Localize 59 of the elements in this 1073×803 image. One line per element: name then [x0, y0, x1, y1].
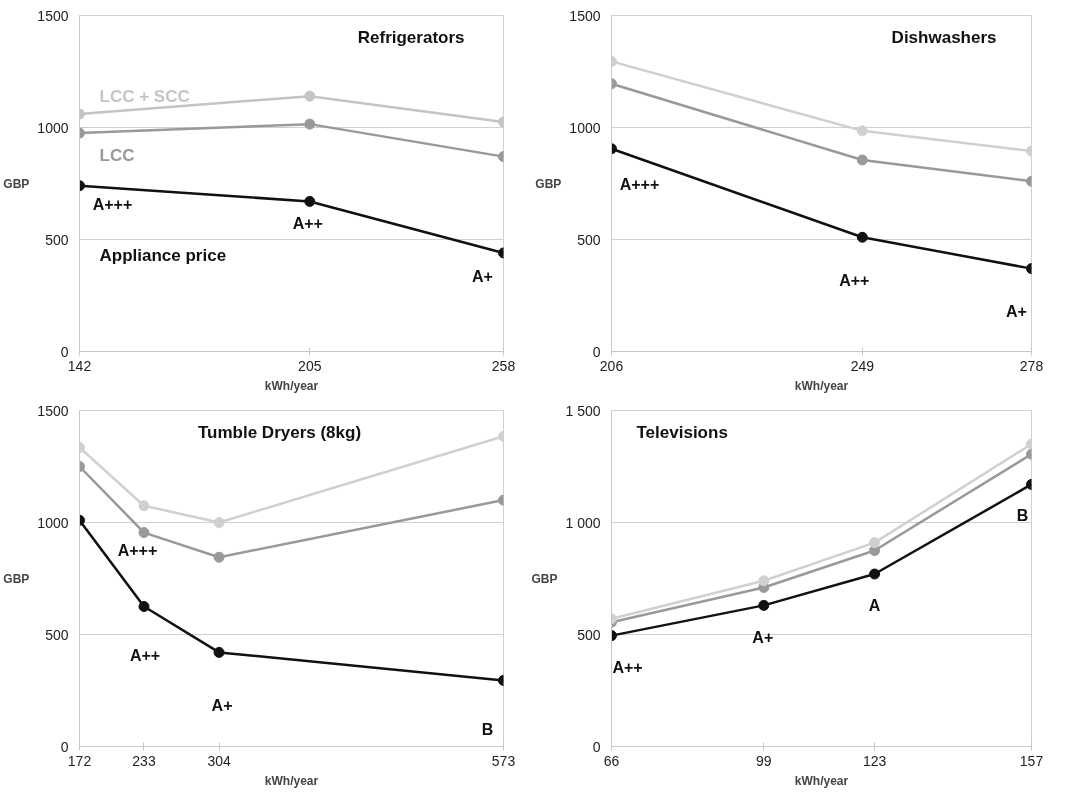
x-tick-label: 142 [67, 357, 92, 374]
text: Appliance price [99, 246, 227, 266]
annotation: A++ [612, 659, 643, 677]
x-axis-title: kWh/year [264, 378, 319, 393]
y-axis-title: GBP [3, 571, 30, 586]
y-axis-title: GBP [531, 571, 558, 586]
x-axis-title: kWh/year [794, 378, 849, 393]
y-tick-label: 1500 [37, 7, 69, 24]
annotation: A+ [472, 268, 493, 286]
y-tick-label: 0 [592, 343, 601, 360]
series-label: LCC + SCC [99, 86, 190, 106]
x-tick-label: 304 [207, 752, 231, 769]
y-axis-title: GBP [3, 176, 30, 191]
x-tick-label: 258 [491, 357, 516, 374]
annotation: B [1016, 506, 1029, 524]
annotation: A+ [752, 628, 774, 646]
x-axis-title: kWh/year [264, 773, 319, 788]
annotation: A++ [292, 214, 323, 232]
text: Dishwashers [891, 27, 997, 47]
annotation: A+ [1006, 303, 1027, 321]
y-tick-label: 0 [60, 343, 69, 360]
y-axis-title: GBP [535, 176, 562, 191]
x-tick-label: 278 [1019, 357, 1044, 374]
y-tick-label: 1 500 [565, 402, 601, 419]
annotation: A [868, 596, 881, 614]
x-tick-label: 157 [1019, 752, 1044, 769]
y-tick-label: 500 [577, 626, 601, 643]
text: Refrigerators [357, 27, 465, 47]
y-tick-label: 0 [60, 738, 69, 755]
x-tick-label: 99 [756, 752, 772, 769]
y-tick-label: 1500 [37, 402, 69, 419]
text: Televisions [636, 422, 728, 442]
y-tick-label: 500 [45, 231, 69, 248]
x-tick-label: 206 [599, 357, 624, 374]
x-tick-label: 205 [298, 357, 322, 374]
annotation: B [481, 720, 494, 738]
annotation: A++ [839, 271, 870, 289]
x-axis-title: kWh/year [794, 773, 849, 788]
y-tick-label: 1000 [569, 119, 601, 136]
y-tick-label: 1000 [37, 514, 69, 531]
annotation: A+++ [117, 541, 158, 559]
y-tick-label: 1 000 [565, 514, 601, 531]
x-tick-label: 249 [850, 357, 875, 374]
x-tick-label: 172 [67, 752, 92, 769]
y-tick-label: 0 [592, 738, 601, 755]
text: Tumble Dryers (8kg) [197, 422, 362, 442]
annotation: A+++ [92, 196, 133, 214]
x-tick-label: 573 [491, 752, 516, 769]
x-tick-label: 123 [862, 752, 887, 769]
y-tick-label: 500 [577, 231, 601, 248]
annotation: A++ [129, 647, 161, 664]
x-tick-label: 233 [132, 752, 156, 769]
annotation: A+ [211, 696, 233, 714]
x-tick-label: 66 [603, 752, 620, 769]
series-label: LCC [99, 145, 135, 165]
y-tick-label: 1500 [569, 7, 601, 24]
annotation: A+++ [619, 176, 660, 194]
y-tick-label: 1000 [37, 119, 69, 136]
y-tick-label: 500 [45, 626, 69, 643]
